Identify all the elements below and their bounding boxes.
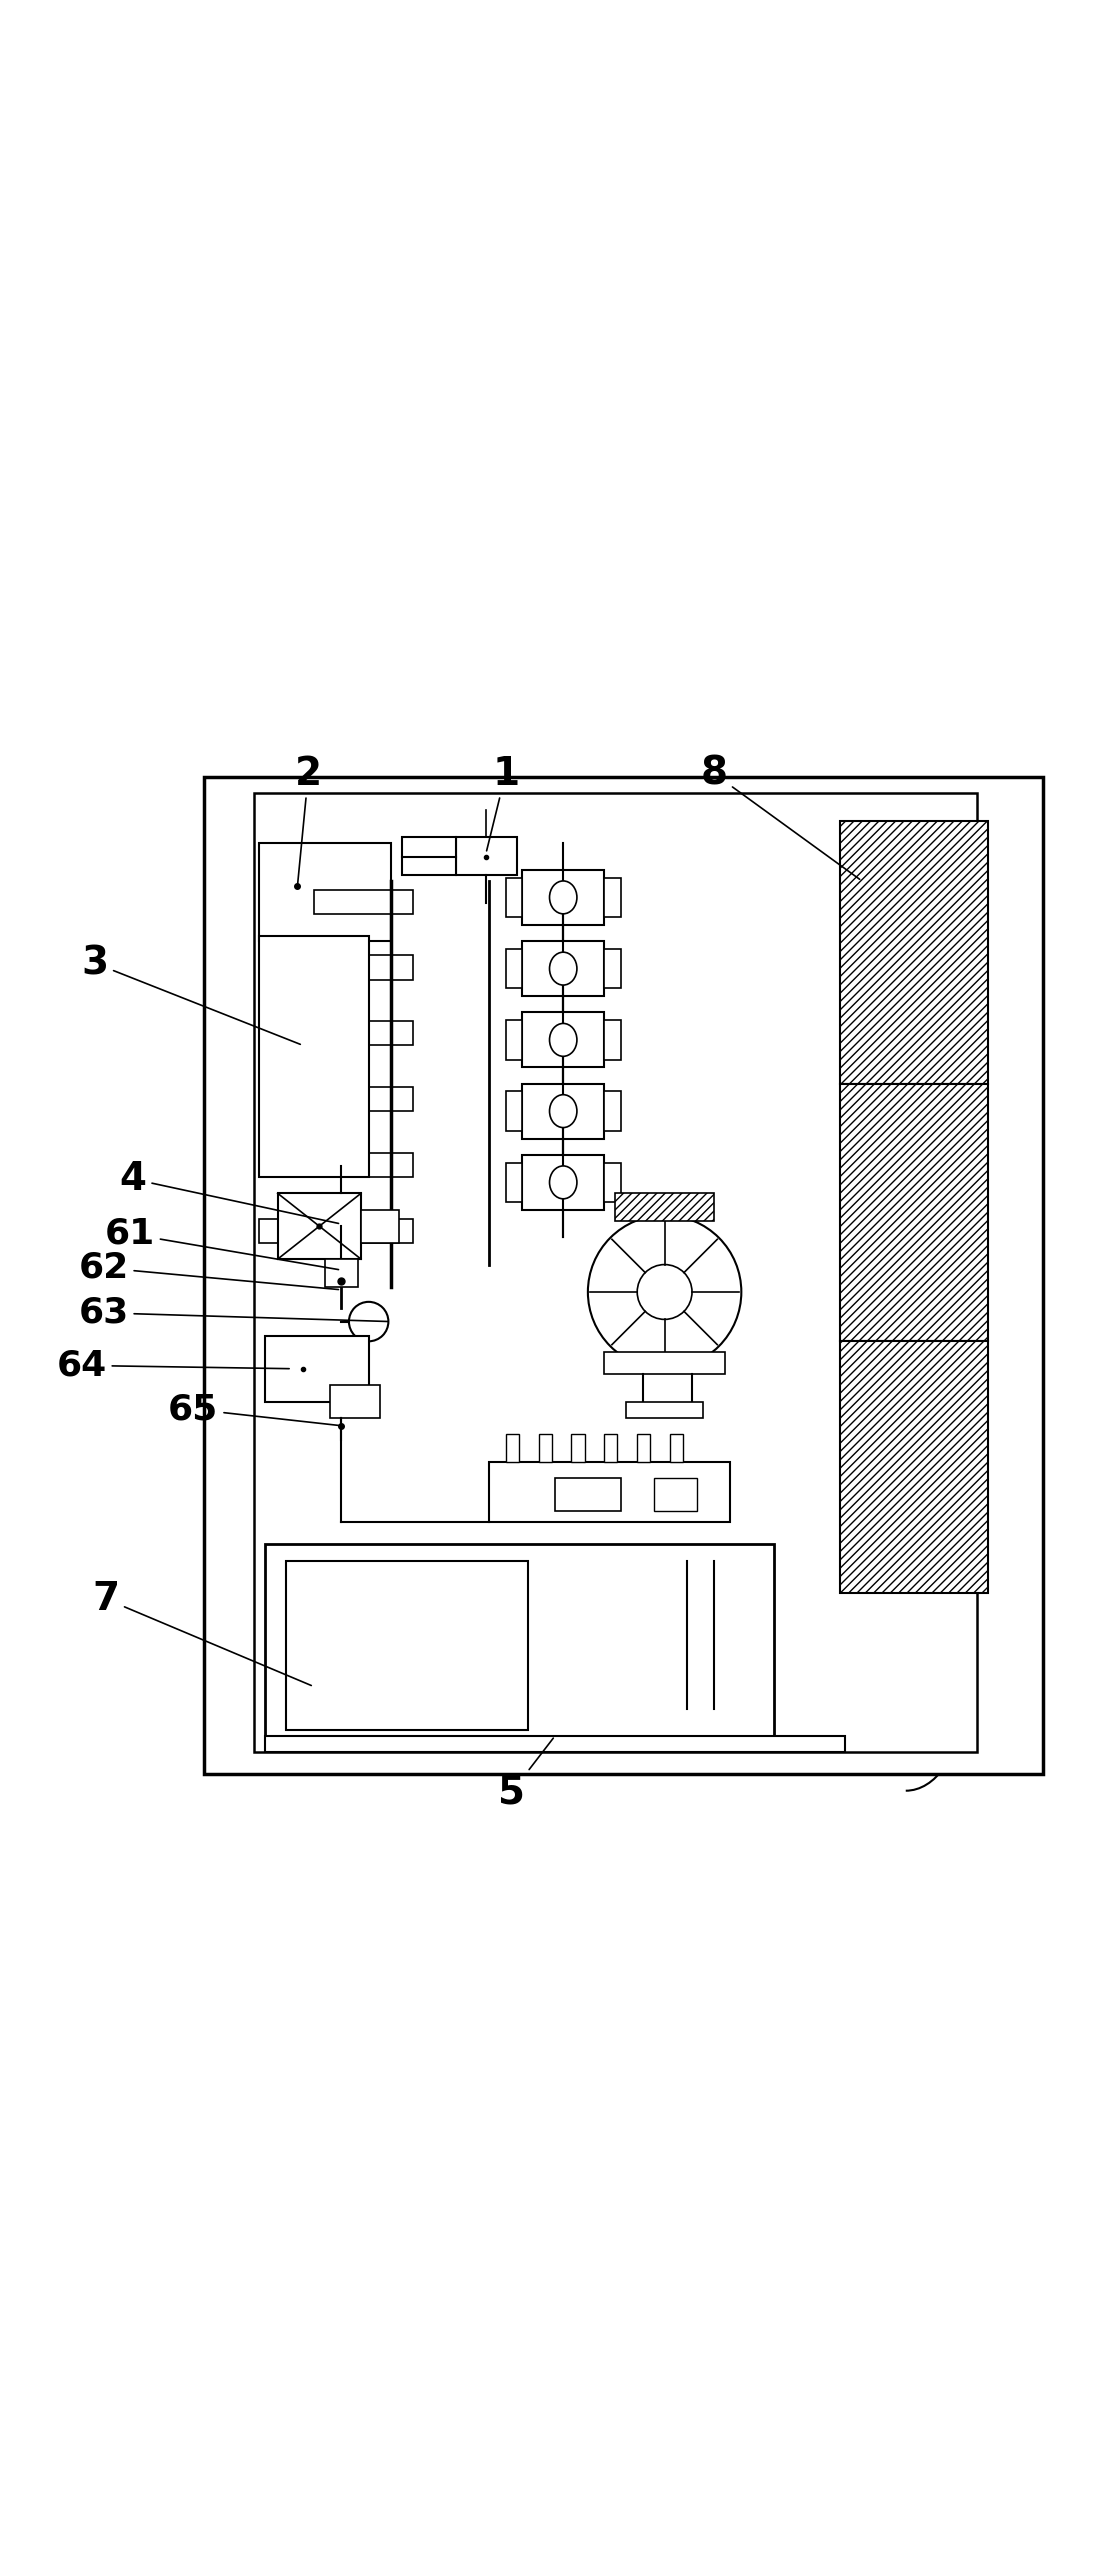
Circle shape bbox=[323, 1356, 349, 1382]
Bar bbox=[637, 1436, 650, 1461]
Bar bbox=[281, 1086, 413, 1112]
Bar bbox=[626, 1402, 703, 1418]
Bar bbox=[264, 1737, 846, 1752]
Bar bbox=[604, 1436, 617, 1461]
Text: 62: 62 bbox=[79, 1250, 339, 1289]
Ellipse shape bbox=[549, 952, 577, 985]
Ellipse shape bbox=[549, 1166, 577, 1199]
Bar bbox=[572, 1436, 585, 1461]
Bar bbox=[286, 1562, 527, 1732]
Bar bbox=[264, 1544, 774, 1742]
Text: 1: 1 bbox=[486, 754, 519, 852]
Bar bbox=[278, 1194, 361, 1258]
Bar bbox=[303, 955, 413, 980]
Bar bbox=[840, 1341, 988, 1593]
Bar bbox=[264, 1335, 369, 1402]
Bar bbox=[253, 792, 977, 1752]
Text: 63: 63 bbox=[79, 1297, 387, 1330]
Ellipse shape bbox=[549, 1024, 577, 1058]
Bar bbox=[522, 1155, 604, 1209]
Bar bbox=[604, 877, 620, 916]
Bar bbox=[361, 1209, 400, 1243]
Bar bbox=[204, 777, 1042, 1775]
Bar bbox=[604, 1353, 725, 1374]
Bar bbox=[292, 1021, 413, 1045]
Bar bbox=[314, 890, 413, 913]
Text: 3: 3 bbox=[81, 944, 301, 1045]
Bar bbox=[555, 1479, 620, 1510]
Bar bbox=[259, 937, 369, 1176]
Text: 7: 7 bbox=[92, 1580, 311, 1685]
Bar bbox=[506, 1091, 522, 1132]
Bar bbox=[522, 942, 604, 996]
Bar bbox=[456, 836, 516, 875]
Text: 4: 4 bbox=[120, 1160, 339, 1222]
Bar bbox=[506, 1019, 522, 1060]
Text: 61: 61 bbox=[104, 1217, 339, 1268]
Text: 65: 65 bbox=[168, 1392, 339, 1425]
Bar bbox=[840, 1083, 988, 1341]
Bar bbox=[522, 870, 604, 924]
Bar bbox=[259, 841, 391, 942]
Bar bbox=[538, 1436, 552, 1461]
Bar bbox=[270, 1153, 413, 1176]
Bar bbox=[604, 1019, 620, 1060]
Bar bbox=[506, 1163, 522, 1202]
Text: 2: 2 bbox=[295, 754, 322, 883]
Bar bbox=[259, 1220, 413, 1243]
Ellipse shape bbox=[549, 880, 577, 913]
Text: 8: 8 bbox=[700, 754, 859, 880]
Bar bbox=[604, 1091, 620, 1132]
Bar bbox=[522, 1011, 604, 1068]
Bar bbox=[331, 1384, 380, 1418]
Bar bbox=[604, 949, 620, 988]
Circle shape bbox=[349, 1302, 388, 1341]
Bar bbox=[654, 1479, 697, 1510]
Bar bbox=[490, 1461, 730, 1523]
Bar bbox=[325, 1258, 357, 1286]
Bar bbox=[506, 877, 522, 916]
Bar bbox=[615, 1194, 714, 1220]
Circle shape bbox=[637, 1263, 692, 1320]
Bar bbox=[522, 1083, 604, 1137]
Text: 5: 5 bbox=[497, 1739, 553, 1811]
Bar bbox=[670, 1436, 684, 1461]
Circle shape bbox=[588, 1214, 741, 1369]
Bar bbox=[506, 1436, 518, 1461]
Circle shape bbox=[279, 1346, 327, 1392]
Bar bbox=[506, 949, 522, 988]
Bar bbox=[840, 821, 988, 1083]
Ellipse shape bbox=[549, 1094, 577, 1127]
Bar bbox=[402, 836, 456, 875]
Bar bbox=[604, 1163, 620, 1202]
Text: 64: 64 bbox=[57, 1348, 289, 1382]
